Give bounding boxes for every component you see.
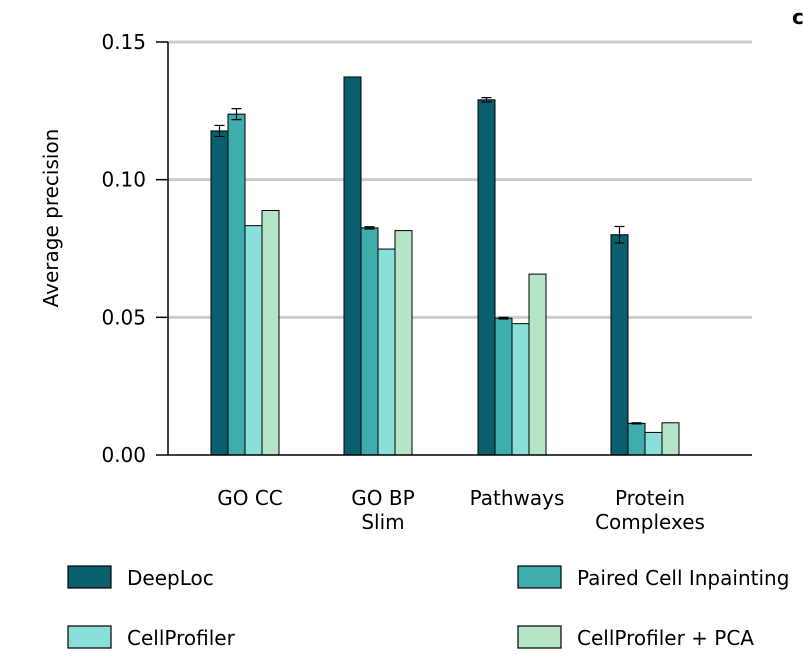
bar bbox=[227, 113, 246, 456]
bar bbox=[360, 227, 379, 456]
category-label-line: GO CC bbox=[217, 486, 283, 510]
bar bbox=[511, 323, 530, 456]
legend-swatch bbox=[67, 565, 112, 589]
legend-swatch bbox=[67, 625, 112, 649]
bars bbox=[210, 76, 680, 456]
legend-label: Paired Cell Inpainting bbox=[577, 566, 789, 590]
category-label: Pathways bbox=[470, 486, 565, 510]
y-tick-label: 0.10 bbox=[101, 168, 146, 192]
bar bbox=[343, 76, 362, 456]
legend-swatch bbox=[517, 625, 562, 649]
panel-letter: c bbox=[792, 5, 803, 29]
bar bbox=[627, 422, 646, 456]
legend-label: CellProfiler bbox=[127, 626, 236, 650]
category-label: Protein Complexes bbox=[595, 486, 705, 534]
category-label-line: Slim bbox=[361, 510, 404, 534]
category-label: GO BP Slim bbox=[351, 486, 414, 534]
legend-swatch bbox=[517, 565, 562, 589]
bar bbox=[477, 99, 496, 456]
category-label-line: Pathways bbox=[470, 486, 565, 510]
category-labels: GO CC GO BP Slim Pathways Protein Complexes bbox=[217, 486, 705, 534]
legend: DeepLoc Paired Cell Inpainting CellProfile… bbox=[67, 565, 789, 650]
y-tick-label: 0.00 bbox=[101, 443, 146, 467]
category-label-line: GO BP bbox=[351, 486, 414, 510]
category-label-line: Complexes bbox=[595, 510, 705, 534]
axes bbox=[167, 42, 752, 456]
bar bbox=[661, 422, 680, 456]
legend-label: CellProfiler + PCA bbox=[577, 626, 754, 650]
legend-label: DeepLoc bbox=[127, 566, 214, 590]
category-label-line: Protein bbox=[615, 486, 685, 510]
bar bbox=[528, 273, 547, 456]
y-ticks: 0.00 0.05 0.10 0.15 bbox=[101, 30, 168, 467]
bar bbox=[377, 248, 396, 456]
bar bbox=[210, 130, 229, 456]
bar bbox=[610, 234, 629, 456]
bar bbox=[494, 317, 513, 456]
bar bbox=[394, 230, 413, 456]
category-label: GO CC bbox=[217, 486, 283, 510]
bar bbox=[244, 225, 263, 456]
y-tick-label: 0.05 bbox=[101, 305, 146, 329]
y-tick-label: 0.15 bbox=[101, 30, 146, 54]
bar bbox=[261, 210, 280, 456]
y-axis-title: Average precision bbox=[39, 129, 63, 308]
bar bbox=[644, 431, 663, 456]
